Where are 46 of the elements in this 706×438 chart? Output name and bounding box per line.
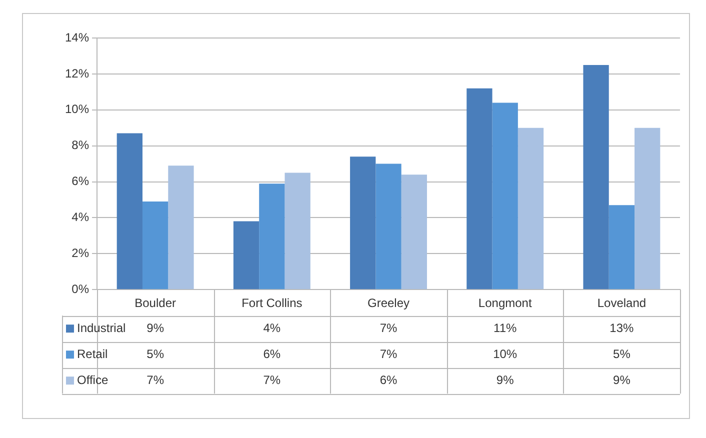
data-label: 7% (263, 372, 281, 387)
bar (608, 205, 635, 290)
y-tick-label: 0% (72, 282, 90, 296)
bar (116, 133, 142, 290)
data-label: 7% (380, 346, 398, 361)
x-tick-label: Boulder (134, 296, 176, 310)
y-tick-label: 8% (72, 138, 90, 152)
x-tick-label: Fort Collins (242, 296, 302, 310)
bar (376, 164, 402, 290)
y-tick-label: 6% (72, 174, 90, 188)
y-tick-label: 12% (64, 66, 90, 80)
bar (634, 128, 660, 290)
bar (518, 128, 544, 290)
bar (284, 172, 310, 290)
y-tick-label: 10% (64, 102, 90, 116)
x-tick-label: Longmont (478, 296, 532, 310)
data-label: 13% (610, 320, 634, 335)
bar (492, 102, 518, 290)
bar (583, 64, 609, 290)
data-label: 5% (613, 346, 631, 361)
bar (233, 221, 260, 290)
y-tick-label: 4% (72, 210, 90, 224)
legend-label: Industrial (77, 320, 126, 335)
data-label: 6% (380, 372, 398, 387)
y-tick-label: 2% (72, 246, 90, 260)
data-label: 9% (613, 372, 631, 387)
data-label: 6% (263, 346, 281, 361)
data-label: 4% (263, 320, 281, 335)
data-label: 10% (493, 346, 518, 361)
x-tick-label: Greeley (367, 296, 410, 310)
x-tick-label: Loveland (597, 296, 646, 310)
bar (401, 174, 427, 290)
data-label: 11% (494, 320, 517, 335)
bar (168, 166, 194, 290)
bar (259, 184, 285, 290)
legend-label: Office (77, 372, 108, 387)
data-label: 9% (496, 372, 514, 387)
bar (142, 202, 168, 290)
bar (350, 156, 376, 290)
data-label: 7% (146, 372, 164, 387)
legend-label: Retail (77, 346, 108, 361)
data-label: 7% (380, 320, 398, 335)
data-label: 5% (146, 346, 164, 361)
data-label: 9% (146, 320, 164, 335)
y-tick-label: 14% (64, 30, 90, 44)
bar (466, 88, 492, 290)
